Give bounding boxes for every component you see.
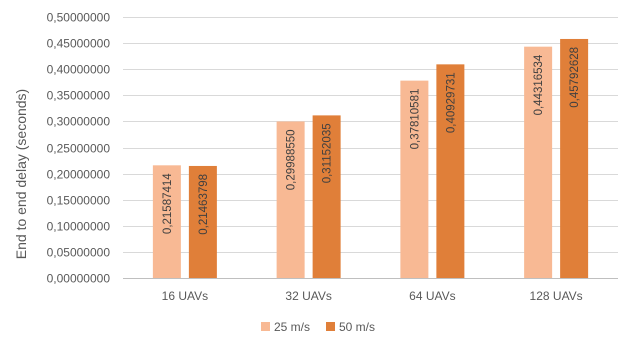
- bar-50-m-s-0: [188, 165, 217, 278]
- legend-swatch: [326, 322, 335, 331]
- y-tick-label: 0,35000000: [47, 89, 111, 103]
- x-axis-categories: 16 UAVs 32 UAVs 64 UAVs 128 UAVs: [162, 289, 583, 303]
- y-tick-label: 0,25000000: [47, 142, 111, 156]
- y-tick-label: 0,00000000: [47, 272, 111, 286]
- bar-50-m-s-3: [560, 38, 589, 279]
- legend-label: 25 m/s: [274, 320, 310, 334]
- y-axis-label: End to end delay (seconds): [13, 89, 29, 259]
- data-label: 0,31152035: [322, 123, 334, 183]
- data-labels: 0,21587414 0,21463798 0,29988550 0,31152035…: [162, 47, 581, 235]
- bar-25-m-s-2: [400, 80, 429, 278]
- data-label: 0,37810581: [409, 89, 421, 150]
- y-tick-label: 0,05000000: [47, 246, 111, 260]
- x-category-label: 64 UAVs: [409, 289, 455, 303]
- y-tick-label: 0,30000000: [47, 115, 111, 129]
- bar-25-m-s-0: [152, 165, 181, 278]
- legend: 25 m/s 50 m/s: [261, 320, 375, 334]
- y-tick-label: 0,50000000: [47, 11, 111, 25]
- data-label: 0,44316534: [533, 54, 545, 115]
- y-tick-label: 0,45000000: [47, 37, 111, 51]
- data-label: 0,21587414: [162, 173, 174, 234]
- data-label: 0,45792628: [569, 47, 581, 108]
- bar-25-m-s-1: [276, 121, 305, 278]
- y-tick-label: 0,40000000: [47, 63, 111, 77]
- data-label: 0,21463798: [198, 174, 210, 235]
- y-axis-ticks: 0,00000000 0,05000000 0,10000000 0,15000000…: [47, 11, 111, 286]
- x-category-label: 128 UAVs: [530, 289, 583, 303]
- legend-swatch: [261, 322, 270, 331]
- x-category-label: 32 UAVs: [285, 289, 331, 303]
- bar-50-m-s-2: [436, 64, 465, 278]
- y-tick-label: 0,20000000: [47, 168, 111, 182]
- y-tick-label: 0,15000000: [47, 194, 111, 208]
- x-category-label: 16 UAVs: [162, 289, 208, 303]
- bar-50-m-s-1: [312, 115, 341, 278]
- y-tick-label: 0,10000000: [47, 220, 111, 234]
- legend-label: 50 m/s: [339, 320, 375, 334]
- bars: [152, 38, 589, 279]
- data-label: 0,29988550: [286, 129, 298, 190]
- bar-25-m-s-3: [524, 46, 553, 278]
- data-label: 0,40929731: [445, 72, 457, 133]
